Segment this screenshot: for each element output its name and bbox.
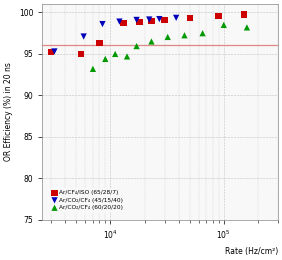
Ar/CF₄/ISO (65/28/7) — [121, 21, 126, 25]
Legend: Ar/CF₄/ISO (65/28/7), Ar/CO₂/CF₄ (45/15/40), Ar/CO₂/CF₄ (60/20/20): Ar/CF₄/ISO (65/28/7), Ar/CO₂/CF₄ (45/15/… — [50, 188, 125, 213]
Ar/CO₂/CF₄ (45/15/40) — [81, 34, 86, 38]
Ar/CO₂/CF₄ (60/20/20) — [200, 31, 205, 35]
Ar/CF₄/ISO (65/28/7) — [97, 41, 102, 45]
Ar/CF₄/ISO (65/28/7) — [137, 20, 142, 24]
Ar/CO₂/CF₄ (45/15/40) — [134, 18, 139, 22]
Ar/CF₄/ISO (65/28/7) — [241, 12, 246, 17]
Ar/CF₄/ISO (65/28/7) — [49, 50, 54, 54]
Ar/CO₂/CF₄ (60/20/20) — [113, 52, 117, 56]
Ar/CF₄/ISO (65/28/7) — [149, 19, 154, 23]
Ar/CO₂/CF₄ (45/15/40) — [100, 22, 105, 26]
Ar/CO₂/CF₄ (60/20/20) — [222, 23, 226, 27]
Ar/CO₂/CF₄ (60/20/20) — [166, 35, 170, 39]
Ar/CF₄/ISO (65/28/7) — [79, 52, 83, 56]
Ar/CO₂/CF₄ (60/20/20) — [149, 40, 154, 44]
Ar/CO₂/CF₄ (60/20/20) — [125, 54, 129, 58]
X-axis label: Rate (Hz/cm²): Rate (Hz/cm²) — [224, 247, 278, 256]
Ar/CF₄/ISO (65/28/7) — [188, 16, 192, 20]
Ar/CO₂/CF₄ (45/15/40) — [174, 16, 179, 20]
Ar/CO₂/CF₄ (60/20/20) — [103, 57, 107, 61]
Ar/CO₂/CF₄ (60/20/20) — [134, 44, 139, 48]
Ar/CF₄/ISO (65/28/7) — [162, 18, 167, 22]
Ar/CO₂/CF₄ (45/15/40) — [157, 17, 162, 21]
Ar/CO₂/CF₄ (60/20/20) — [91, 67, 95, 71]
Ar/CO₂/CF₄ (45/15/40) — [147, 17, 151, 22]
Ar/CO₂/CF₄ (60/20/20) — [182, 33, 187, 37]
Ar/CO₂/CF₄ (45/15/40) — [117, 20, 122, 24]
Ar/CO₂/CF₄ (60/20/20) — [245, 25, 249, 29]
Y-axis label: OR Efficiency (%) in 20 ns: OR Efficiency (%) in 20 ns — [4, 63, 13, 161]
Ar/CF₄/ISO (65/28/7) — [216, 14, 221, 18]
Ar/CO₂/CF₄ (45/15/40) — [52, 49, 57, 54]
